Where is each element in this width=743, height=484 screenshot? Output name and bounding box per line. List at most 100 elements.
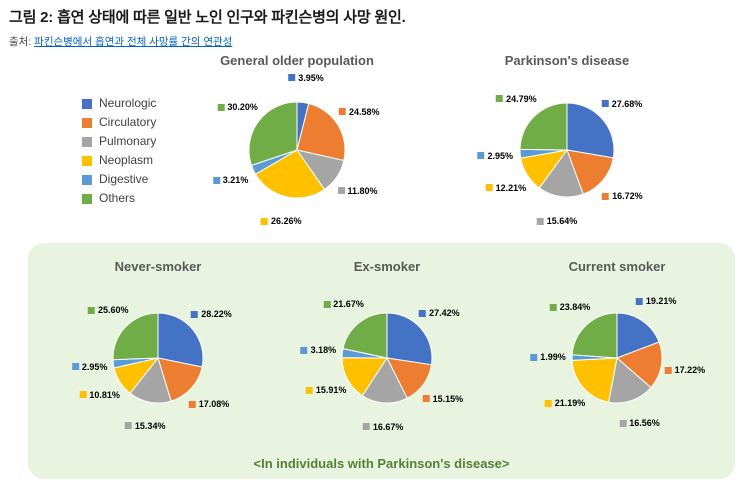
label-text: 17.22%: [674, 365, 706, 376]
pie-slice-others: [519, 102, 568, 151]
pie-label-others: 30.20%: [217, 102, 258, 112]
legend-item-neurologic: Neurologic: [82, 97, 156, 110]
label-swatch: [664, 366, 672, 374]
legend-swatch: [82, 136, 92, 147]
pie-parkinsons-disease: 27.68% 16.72% 15.64% 12.21% 2.95% 24.79%: [452, 70, 682, 230]
label-text: 24.79%: [506, 93, 537, 104]
pie-label-neurologic: 27.42%: [419, 308, 460, 318]
pie-label-digestive: 3.21%: [212, 175, 249, 186]
pie-slice-circulatory: [616, 341, 663, 389]
pie-label-pulmonary: 11.80%: [337, 186, 378, 196]
pie-slice-neoplasm: [341, 357, 388, 397]
label-text: 15.34%: [134, 420, 166, 431]
label-swatch: [305, 386, 313, 394]
pie-svg: [341, 312, 433, 404]
label-swatch: [635, 297, 643, 305]
source-link[interactable]: 파킨슨병에서 흡연과 전체 사망률 간의 연관성: [34, 36, 233, 48]
label-swatch: [536, 217, 544, 225]
label-text: 16.72%: [612, 191, 643, 202]
label-swatch: [79, 391, 87, 399]
pie-label-circulatory: 15.15%: [422, 393, 464, 404]
pie-label-others: 23.84%: [549, 302, 591, 313]
label-text: 2.95%: [81, 361, 108, 372]
chart-never-smoker: Never-smoker 28.22% 17.08% 15.34% 10.81% 2.9…: [48, 258, 268, 436]
pie-slice-neurologic: [616, 312, 660, 359]
pie-slice-pulmonary: [608, 357, 652, 404]
legend-label: Pulmonary: [99, 134, 157, 148]
pie-label-digestive: 1.99%: [530, 352, 566, 362]
pie-label-others: 25.60%: [88, 305, 129, 315]
pie-label-neurologic: 27.68%: [601, 99, 642, 109]
chart-title: Never-smoker: [114, 259, 202, 274]
label-text: 2.95%: [487, 150, 513, 161]
pie-label-neoplasm: 12.21%: [485, 182, 527, 193]
panel-caption: <In individuals with Parkinson's disease…: [253, 456, 510, 471]
source-line: 출처: 파킨슨병에서 흡연과 전체 사망률 간의 연관성: [9, 34, 232, 49]
pie-svg: [519, 102, 615, 198]
label-text: 16.67%: [372, 421, 404, 432]
label-swatch: [496, 95, 504, 103]
label-swatch: [619, 419, 627, 427]
pie-never-smoker: 28.22% 17.08% 15.34% 10.81% 2.95% 25.60%: [48, 276, 268, 436]
label-text: 16.56%: [629, 418, 660, 429]
pie-slice-neurologic: [386, 312, 433, 366]
label-swatch: [217, 103, 225, 111]
pie-svg: [248, 101, 346, 199]
label-swatch: [544, 399, 552, 407]
legend-label: Circulatory: [99, 115, 157, 129]
legend-item-circulatory: Circulatory: [82, 116, 156, 129]
label-swatch: [338, 108, 346, 116]
smoker-charts-panel: Never-smoker 28.22% 17.08% 15.34% 10.81% 2.9…: [28, 243, 735, 479]
label-swatch: [88, 306, 96, 314]
figure-title: 그림 2: 흡연 상태에 따른 일반 노인 인구와 파킨슨병의 사망 원인.: [9, 9, 406, 26]
legend-swatch: [82, 193, 92, 204]
label-swatch: [530, 353, 538, 361]
label-text: 27.42%: [429, 308, 460, 319]
label-text: 12.21%: [495, 182, 527, 193]
label-swatch: [477, 152, 485, 160]
legend-label: Neurologic: [99, 96, 157, 110]
legend-swatch: [82, 98, 92, 109]
chart-title: General older population: [220, 53, 374, 68]
legend-label: Others: [99, 191, 136, 205]
pie-slice-others: [571, 312, 618, 359]
chart-ex-smoker: Ex-smoker 27.42% 15.15% 16.67% 15.91% 3.18% 2…: [277, 258, 497, 436]
pie-label-neoplasm: 21.19%: [544, 398, 585, 408]
label-swatch: [419, 309, 427, 317]
label-text: 3.18%: [310, 345, 337, 356]
pie-label-circulatory: 24.58%: [338, 107, 379, 117]
pie-label-neoplasm: 15.91%: [305, 385, 347, 396]
pie-label-others: 24.79%: [496, 94, 537, 104]
label-swatch: [549, 303, 557, 311]
label-text: 25.60%: [98, 305, 129, 316]
pie-slice-others: [112, 312, 159, 361]
chart-legend: Neurologic Circulatory Pulmonary Neoplasm Di…: [82, 97, 156, 205]
pie-slice-neurologic: [566, 102, 615, 159]
pie-label-circulatory: 17.22%: [664, 365, 706, 376]
label-swatch: [422, 395, 430, 403]
label-text: 15.91%: [315, 385, 347, 396]
label-text: 3.21%: [222, 175, 249, 186]
label-swatch: [601, 100, 609, 108]
label-swatch: [188, 400, 196, 408]
pie-slice-circulatory: [157, 357, 203, 402]
chart-general-older-population: General older population 3.95% 24.58% 11.8…: [182, 52, 412, 230]
pie-label-circulatory: 16.72%: [602, 191, 643, 201]
label-swatch: [337, 187, 345, 195]
label-swatch: [300, 346, 308, 354]
pie-label-pulmonary: 16.67%: [362, 421, 404, 432]
pie-label-pulmonary: 15.34%: [124, 420, 166, 431]
pie-slice-pulmonary: [538, 148, 584, 198]
legend-item-pulmonary: Pulmonary: [82, 135, 156, 148]
pie-label-pulmonary: 15.64%: [536, 216, 577, 226]
pie-slice-neoplasm: [254, 149, 326, 199]
label-text: 23.84%: [559, 302, 591, 313]
chart-parkinsons-disease: Parkinson's disease 27.68% 16.72% 15.64% 12…: [452, 52, 682, 230]
label-swatch: [71, 363, 79, 371]
chart-title: Current smoker: [568, 259, 666, 274]
pie-svg: [112, 312, 204, 404]
pie-slice-others: [342, 312, 388, 359]
pie-slice-others: [248, 101, 298, 167]
label-text: 15.15%: [432, 393, 464, 404]
label-swatch: [212, 176, 220, 184]
